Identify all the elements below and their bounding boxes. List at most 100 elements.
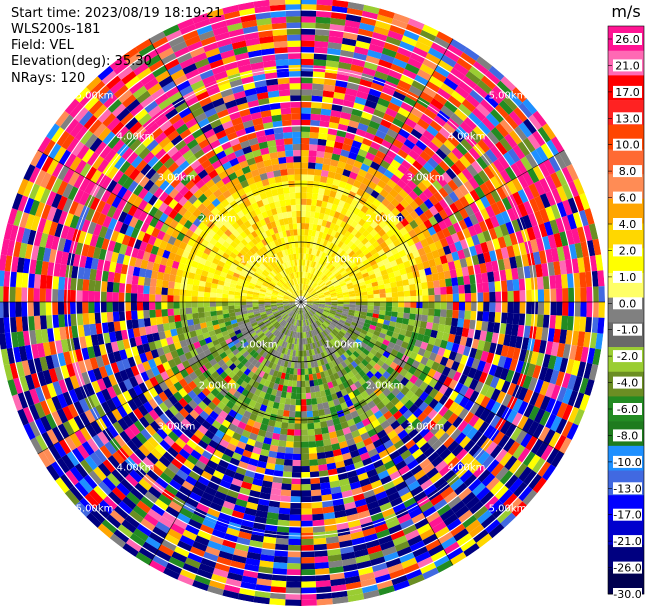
velocity-cell [427,368,437,378]
velocity-cell [556,402,568,419]
velocity-cell [324,388,332,396]
velocity-cell [450,478,464,491]
velocity-cell [539,177,551,194]
velocity-cell [365,363,374,371]
velocity-cell [476,282,484,293]
velocity-cell [281,483,292,491]
velocity-cell [499,367,510,381]
velocity-cell [378,375,387,384]
velocity-cell [234,305,241,309]
velocity-cell [527,454,541,470]
velocity-cell [488,364,498,377]
velocity-cell [326,262,332,269]
velocity-cell [571,360,581,376]
velocity-cell [15,287,22,302]
velocity-cell [364,319,372,325]
velocity-cell [318,280,324,286]
velocity-cell [409,393,420,404]
velocity-cell [338,61,352,71]
velocity-cell [323,382,330,391]
velocity-cell [372,438,384,449]
velocity-cell [418,401,429,412]
velocity-cell [383,278,391,285]
velocity-cell [359,284,367,290]
velocity-cell [530,351,539,365]
velocity-cell [316,224,322,232]
velocity-cell [308,260,313,267]
velocity-cell [364,240,372,249]
velocity-cell [497,355,507,368]
velocity-cell [386,229,395,238]
velocity-cell [324,233,331,241]
velocity-cell [539,193,551,209]
velocity-cell [346,356,354,364]
velocity-cell [371,281,379,287]
velocity-cell [377,318,385,325]
velocity-cell [417,181,428,193]
velocity-cell [303,290,306,297]
velocity-cell [312,295,319,299]
velocity-cell [400,174,411,185]
velocity-cell [477,468,491,483]
velocity-cell [333,282,340,288]
velocity-cell [308,144,318,151]
velocity-cell [583,331,592,348]
velocity-cell [376,579,394,590]
velocity-cell [124,292,131,302]
velocity-cell [367,146,379,156]
velocity-cell [438,160,451,172]
velocity-cell [322,259,328,267]
velocity-cell [347,1,365,11]
velocity-cell [528,405,540,421]
velocity-cell [362,589,380,600]
velocity-cell [372,344,380,352]
velocity-cell [325,304,332,307]
velocity-cell [310,119,321,127]
velocity-cell [416,232,426,242]
velocity-cell [322,322,329,328]
velocity-cell [383,410,393,421]
velocity-cell [197,307,205,313]
velocity-cell [409,283,416,291]
velocity-cell [374,379,383,388]
velocity-cell [323,370,330,378]
velocity-cell [378,585,395,596]
velocity-cell [303,271,306,278]
velocity-cell [149,278,157,287]
velocity-cell [436,560,453,573]
velocity-cell [415,289,423,296]
velocity-cell [330,184,339,193]
velocity-cell [411,512,426,525]
velocity-cell [354,231,363,239]
velocity-cell [353,160,363,169]
velocity-cell [321,314,328,319]
velocity-cell [398,405,409,415]
velocity-cell [495,212,506,226]
velocity-cell [306,192,313,200]
velocity-cell [204,286,211,293]
velocity-cell [490,388,501,402]
velocity-cell [392,502,406,514]
velocity-cell [335,334,342,341]
velocity-cell [408,164,419,176]
velocity-cell [416,302,423,309]
velocity-cell [401,35,418,47]
velocity-cell [448,350,458,361]
velocity-cell [572,375,583,393]
velocity-cell [317,458,327,466]
velocity-cell [477,509,493,525]
velocity-cell [309,131,319,139]
velocity-cell [389,320,397,328]
velocity-cell [287,563,301,570]
velocity-cell [571,258,580,274]
velocity-cell [82,279,90,291]
velocity-cell [374,523,389,534]
velocity-cell [441,332,450,342]
velocity-cell [409,384,420,394]
velocity-cell [327,368,334,376]
velocity-cell [319,181,327,189]
velocity-cell [496,199,507,213]
velocity-cell [549,219,560,235]
velocity-cell [361,10,379,21]
velocity-cell [311,398,318,405]
